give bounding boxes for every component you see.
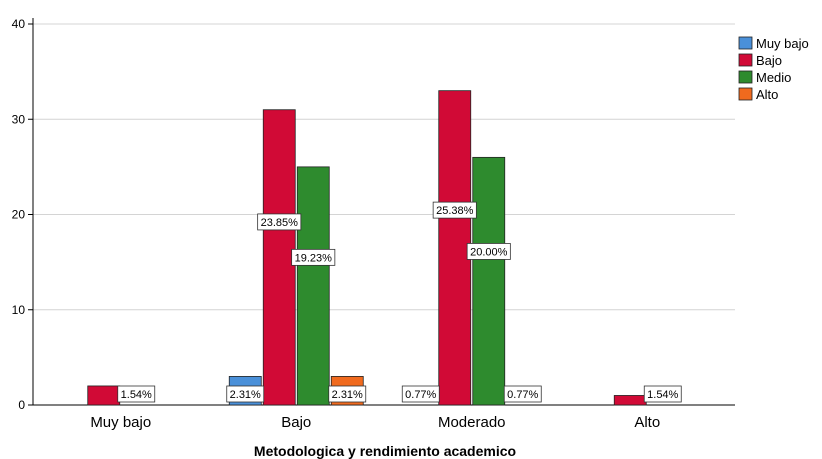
x-axis-title: Metodologica y rendimiento academico [254, 443, 516, 459]
data-label-box [226, 385, 265, 403]
data-label-text: 2.31% [230, 389, 261, 401]
data-label-box [401, 385, 440, 403]
data-label: 23.85% [257, 213, 302, 231]
legend-swatch [738, 53, 753, 67]
legend-item-bajo: Bajo [738, 53, 782, 68]
data-label: 1.54% [643, 385, 682, 403]
legend-item-muy-bajo: Muy bajo [738, 36, 809, 51]
bar-bajo-medio [296, 166, 330, 406]
legend-label: Alto [756, 87, 778, 102]
y-tick-label: 40 [12, 17, 26, 31]
data-label-text: 19.23% [295, 252, 333, 264]
legend: Muy bajo Bajo Medio Alto [738, 36, 809, 102]
data-label-box [257, 213, 302, 231]
data-label-box [643, 385, 682, 403]
data-label: 19.23% [291, 248, 336, 266]
legend-label: Medio [756, 70, 791, 85]
bar-moderado-medio [472, 156, 506, 406]
data-label: 1.54% [117, 385, 156, 403]
bars [87, 90, 647, 406]
data-label: 25.38% [432, 201, 477, 219]
legend-label: Bajo [756, 53, 782, 68]
y-tick-label: 20 [12, 208, 26, 222]
legend-swatch [738, 70, 753, 84]
data-label: 0.77% [401, 385, 440, 403]
data-label-text: 0.77% [405, 389, 436, 401]
data-label-box [117, 385, 156, 403]
legend-item-medio: Medio [738, 70, 791, 85]
data-label-text: 2.31% [332, 389, 363, 401]
data-label-box [328, 385, 367, 403]
legend-swatch [738, 87, 753, 101]
data-label: 20.00% [466, 243, 511, 260]
data-label-text: 20.00% [470, 246, 508, 258]
data-label-box [503, 385, 542, 403]
data-label: 2.31% [328, 385, 367, 403]
data-label-box [291, 248, 336, 266]
legend-swatch [738, 36, 753, 50]
data-label-text: 1.54% [121, 389, 152, 401]
x-axis: Muy bajo Bajo Moderado Alto [90, 414, 660, 431]
data-label-box [432, 201, 477, 219]
data-label-text: 1.54% [647, 389, 678, 401]
data-label-text: 0.77% [507, 389, 538, 401]
y-tick-label: 30 [12, 112, 26, 126]
data-label-text: 23.85% [261, 217, 299, 229]
x-tick-label: Alto [634, 414, 660, 431]
legend-item-alto: Alto [738, 87, 778, 102]
bar-muy-bajo-bajo [87, 385, 121, 406]
y-tick-label: 0 [18, 398, 25, 412]
data-label: 0.77% [503, 385, 542, 403]
bar-alto-bajo [613, 395, 647, 406]
legend-label: Muy bajo [756, 36, 809, 51]
x-tick-label: Moderado [438, 414, 506, 431]
data-label: 2.31% [226, 385, 265, 403]
gridlines [33, 23, 735, 311]
x-tick-label: Bajo [281, 414, 311, 431]
x-tick-label: Muy bajo [90, 414, 151, 431]
data-label-box [466, 243, 511, 260]
bar-bajo-bajo [262, 109, 296, 406]
bar-moderado-bajo [438, 90, 472, 406]
data-label-text: 25.38% [436, 205, 474, 217]
y-tick-label: 10 [12, 303, 26, 317]
data-labels: 1.54% 2.31% 23.85% 19.23% 2.31% 0.77% 25.38% 20… [117, 201, 682, 403]
